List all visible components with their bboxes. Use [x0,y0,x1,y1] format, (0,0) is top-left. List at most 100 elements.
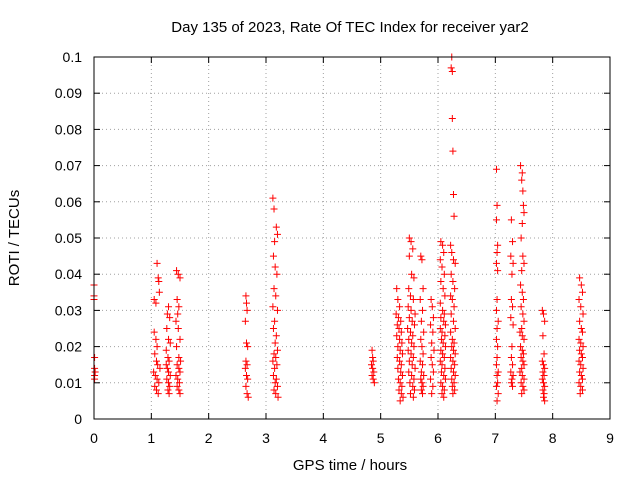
data-point [410,274,418,282]
data-point [271,263,279,271]
data-point [449,357,457,365]
data-point [578,386,586,394]
data-point [575,296,583,304]
data-point [409,393,417,401]
data-point [518,267,526,275]
x-tick-label: 3 [262,430,270,446]
data-point [517,234,525,242]
data-point [368,372,376,380]
data-point [449,346,457,354]
data-point [173,382,181,390]
data-point [398,339,406,347]
data-point [396,379,404,387]
data-point [273,361,281,369]
data-point [448,115,456,123]
data-point [151,382,159,390]
data-point [447,328,455,336]
data-point [507,296,515,304]
data-point [507,252,515,260]
data-point [417,386,425,394]
data-point [154,390,162,398]
data-point [509,361,517,369]
x-axis-title: GPS time / hours [293,457,407,474]
data-point [404,346,412,354]
y-axis-tick-labels: 0 0.01 0.02 0.03 0.04 0.05 0.06 0.07 0.08 0.09 0.1 [55,49,82,427]
data-point [397,368,405,376]
data-point [397,390,405,398]
data-point [173,296,181,304]
data-point [165,368,173,376]
data-point [448,335,456,343]
data-point [393,285,401,293]
data-point [393,353,401,361]
data-point [367,361,375,369]
y-axis-title: ROTI / TECUs [6,190,23,286]
data-point [152,335,160,343]
data-point [150,328,158,336]
data-point [91,353,99,361]
data-point [578,288,586,296]
data-point [493,397,501,405]
data-point [493,372,501,380]
data-point [241,364,249,372]
data-point [519,357,527,365]
data-point [410,321,418,329]
data-point [428,390,436,398]
data-point [576,317,584,325]
data-point [166,339,174,347]
data-point [405,234,413,242]
x-tick-label: 6 [434,430,442,446]
data-point [440,270,448,278]
y-tick-label: 0.07 [55,158,82,174]
data-point [448,382,456,390]
data-point [437,379,445,387]
data-point [175,379,183,387]
data-point [405,335,413,343]
data-point [269,325,277,332]
data-point [409,332,417,340]
data-point [242,292,250,300]
data-point [539,393,547,401]
data-point [243,299,251,307]
data-point [448,375,456,383]
data-point [407,306,415,314]
data-point [492,216,500,224]
data-point [519,310,527,318]
data-point [507,353,515,361]
data-point [517,343,525,351]
data-point [450,339,458,347]
data-point [448,343,456,351]
data-point [399,393,407,401]
data-point [394,364,402,372]
data-point [579,364,587,372]
data-point [270,350,278,358]
data-point [429,382,437,390]
axis-ticks [93,56,611,420]
data-point [173,343,181,351]
data-point [409,353,417,361]
data-point [410,375,418,383]
data-point [417,368,425,376]
x-tick-label: 4 [319,430,327,446]
data-point [175,353,183,361]
x-tick-label: 9 [606,430,614,446]
x-tick-label: 5 [377,430,385,446]
data-point [395,325,403,332]
data-point [439,285,447,293]
data-point [493,248,501,256]
data-point [176,274,184,282]
data-point [416,357,424,365]
data-point [269,194,277,202]
data-point [429,368,437,376]
data-point [270,285,278,293]
data-point [151,372,159,380]
data-point [437,368,445,376]
data-point [577,339,585,347]
data-point [518,346,526,354]
data-point [272,332,280,340]
data-point [428,339,436,347]
data-point [441,332,449,340]
data-point [408,361,416,369]
data-point [440,393,448,401]
data-point [271,379,279,387]
